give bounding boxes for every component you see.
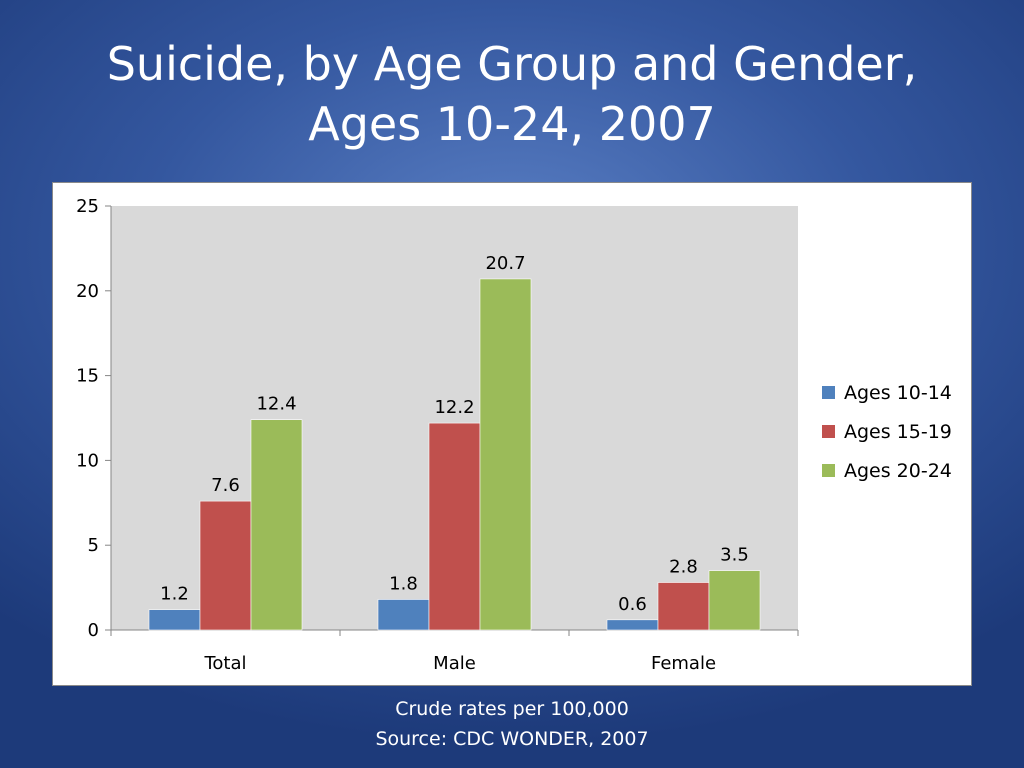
legend-swatch	[822, 425, 835, 438]
bar-value-label: 2.8	[669, 557, 698, 578]
bar	[428, 422, 481, 631]
bar	[148, 609, 201, 631]
bar-value-label: 12.2	[434, 397, 474, 418]
bar	[377, 599, 430, 631]
caption-rates: Crude rates per 100,000	[395, 698, 629, 720]
caption-source: Source: CDC WONDER, 2007	[375, 728, 649, 750]
bar	[199, 500, 252, 631]
legend-entry: Ages 20-24	[844, 460, 952, 482]
bar	[708, 570, 761, 631]
bar-value-label: 12.4	[256, 394, 296, 415]
bar	[479, 278, 532, 631]
bar-value-label: 7.6	[211, 475, 240, 496]
chart-panel: 0 5 10 15 20 25 1.2 7.6 12.4 Total 1.8 12.2 20.7 Male…	[52, 182, 972, 686]
y-tick-label: 5	[88, 535, 99, 556]
title-line-1: Suicide, by Age Group and Gender,	[106, 37, 918, 91]
bar-chart: 0 5 10 15 20 25 1.2 7.6 12.4 Total 1.8 12.2 20.7 Male…	[76, 196, 952, 674]
x-category-label: Female	[651, 653, 716, 674]
bar-value-label: 0.6	[618, 594, 647, 615]
bar	[606, 619, 659, 631]
bar-value-label: 1.2	[160, 584, 189, 605]
slide-title: Suicide, by Age Group and Gender, Ages 1…	[0, 34, 1024, 154]
title-line-2: Ages 10-24, 2007	[308, 97, 716, 151]
y-tick-label: 20	[76, 281, 99, 302]
legend-entry: Ages 10-14	[844, 382, 952, 404]
bar-value-label: 20.7	[485, 253, 525, 274]
bar-value-label: 3.5	[720, 545, 749, 566]
slide-caption: Crude rates per 100,000 Source: CDC WOND…	[0, 694, 1024, 754]
y-tick-label: 0	[88, 620, 99, 641]
legend-entry: Ages 15-19	[844, 421, 952, 443]
legend-swatch	[822, 386, 835, 399]
y-tick-label: 10	[76, 450, 99, 471]
x-category-label: Male	[433, 653, 476, 674]
bar	[657, 582, 710, 631]
x-category-label: Total	[203, 653, 246, 674]
y-tick-label: 25	[76, 196, 99, 217]
y-tick-label: 15	[76, 366, 99, 387]
legend-swatch	[822, 464, 835, 477]
bar	[250, 419, 303, 631]
bar-value-label: 1.8	[389, 573, 418, 594]
